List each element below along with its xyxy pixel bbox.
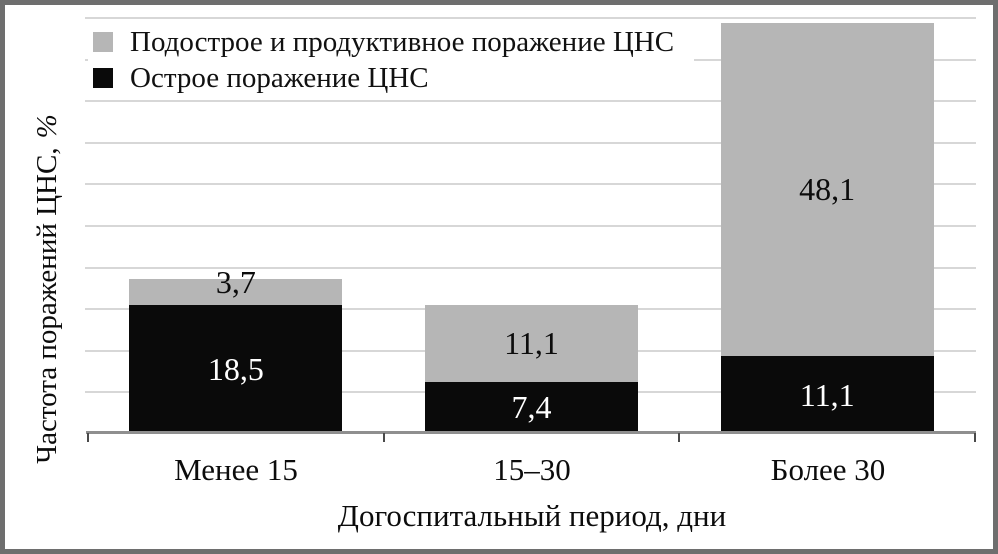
legend-item-subacute: Подострое и продуктивное поражение ЦНС xyxy=(93,24,694,60)
plot-area: Подострое и продуктивное поражение ЦНС О… xyxy=(5,5,993,549)
gridline xyxy=(85,100,976,103)
bar-value-label: 3,7 xyxy=(215,263,256,300)
bar-segment-subacute-3: 48,1 xyxy=(720,22,934,357)
gridline xyxy=(85,266,976,269)
legend-label-subacute: Подострое и продуктивное поражение ЦНС xyxy=(130,25,675,58)
x-category-label-1: Менее 15 xyxy=(174,452,298,487)
x-axis-tick xyxy=(974,433,976,442)
x-axis-title: Догоспитальный период, дни xyxy=(337,498,727,533)
gridline xyxy=(85,141,976,144)
legend-item-acute: Острое поражение ЦНС xyxy=(93,60,694,96)
bar-value-label: 11,1 xyxy=(504,325,559,362)
bar-segment-subacute-1: 3,7 xyxy=(129,266,343,305)
bar-value-label: 18,5 xyxy=(207,350,264,387)
x-category-label-3: Более 30 xyxy=(770,452,886,487)
bar-segment-subacute-2: 11,1 xyxy=(425,304,638,382)
legend-label-acute: Острое поражение ЦНС xyxy=(130,61,429,94)
bar-value-label: 48,1 xyxy=(799,171,856,208)
gridline xyxy=(85,225,976,227)
bar-value-label: 11,1 xyxy=(799,376,855,413)
y-axis-title-text: Частота поражений ЦНС, xyxy=(31,147,63,464)
bar-value-label: 7,4 xyxy=(511,389,552,426)
legend-swatch-subacute-icon xyxy=(93,31,113,52)
bar-segment-acute-2: 7,4 xyxy=(425,381,638,433)
bar-segment-acute-3: 11,1 xyxy=(720,356,934,433)
gridline xyxy=(85,17,976,19)
x-axis-tick xyxy=(382,433,385,442)
y-axis-unit: % xyxy=(31,114,63,139)
x-category-label-2: 15–30 xyxy=(493,452,571,487)
legend-swatch-acute-icon xyxy=(93,67,113,88)
legend: Подострое и продуктивное поражение ЦНС О… xyxy=(88,20,694,99)
x-axis-line xyxy=(86,431,976,434)
x-axis-tick xyxy=(87,433,89,442)
gridline xyxy=(85,183,976,186)
x-axis-tick xyxy=(678,433,681,442)
y-axis-title: Частота поражений ЦНС,% xyxy=(30,79,64,499)
bar-segment-acute-1: 18,5 xyxy=(129,304,343,433)
